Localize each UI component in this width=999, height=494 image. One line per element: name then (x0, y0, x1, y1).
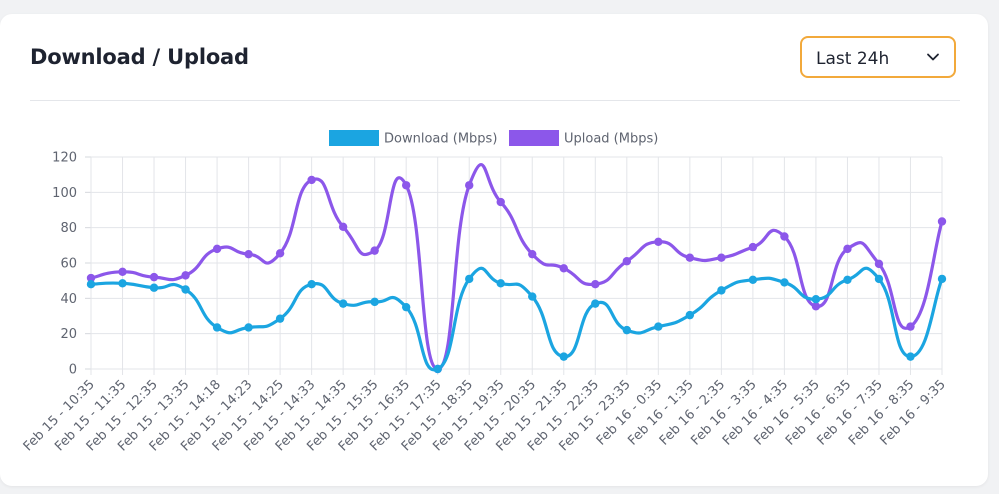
download-data-point (780, 278, 789, 287)
download-data-point (685, 310, 695, 320)
upload-data-point (86, 273, 96, 283)
download-data-point (937, 274, 947, 284)
download-data-point (843, 275, 852, 284)
download-upload-card (0, 14, 988, 486)
upload-data-point (338, 222, 348, 231)
upload-data-point (212, 244, 222, 254)
upload-data-point (874, 259, 884, 269)
upload-data-point (559, 264, 568, 273)
header-divider (30, 100, 960, 101)
upload-data-point (811, 302, 821, 311)
download-data-point (86, 280, 96, 289)
y-tick-label: 80 (60, 221, 77, 236)
download-data-point (559, 352, 568, 361)
upload-series-line (89, 163, 944, 371)
upload-data-point (244, 249, 253, 259)
upload-data-point (906, 322, 915, 331)
upload-data-point (685, 253, 695, 262)
download-data-point (465, 274, 474, 284)
upload-data-point (465, 181, 474, 190)
download-data-point (212, 323, 222, 332)
y-tick-label: 0 (69, 363, 77, 378)
time-range-value: Last 24h (816, 49, 890, 69)
legend-label-download: Download (Mbps) (384, 132, 497, 147)
time-range-select[interactable]: Last 24h (800, 36, 956, 78)
download-data-point (275, 314, 285, 323)
upload-data-point (118, 267, 127, 277)
download-data-point (811, 295, 821, 304)
y-tick-label: 100 (52, 186, 77, 201)
upload-data-point (717, 253, 726, 262)
upload-data-point (591, 280, 600, 289)
card-title: Download / Upload (30, 45, 249, 69)
upload-data-point (748, 242, 758, 252)
upload-data-point (496, 197, 505, 207)
download-data-point (654, 322, 663, 331)
download-data-point (748, 275, 758, 284)
download-data-point (149, 283, 159, 292)
download-data-point (528, 292, 537, 301)
download-data-point (906, 352, 915, 361)
upload-data-point (937, 217, 947, 226)
download-data-point (338, 299, 348, 308)
upload-data-point (843, 244, 852, 254)
chevron-down-icon (927, 53, 939, 61)
upload-data-point (181, 271, 190, 280)
legend-label-upload: Upload (Mbps) (564, 132, 658, 147)
download-data-point (591, 299, 600, 308)
download-data-point (370, 297, 379, 307)
upload-data-point (780, 232, 789, 241)
download-data-point (181, 285, 190, 294)
y-tick-label: 120 (52, 151, 77, 166)
download-data-point (307, 280, 316, 289)
upload-data-point (401, 181, 411, 190)
download-data-point (874, 274, 884, 284)
upload-data-point (654, 237, 663, 246)
download-data-point (717, 286, 726, 295)
legend-swatch-download (329, 130, 379, 146)
y-tick-label: 60 (60, 257, 77, 272)
download-data-point (496, 279, 505, 288)
y-tick-label: 20 (60, 327, 77, 342)
download-data-point (433, 364, 442, 374)
download-data-point (401, 302, 411, 312)
download-data-point (622, 325, 632, 335)
y-tick-label: 40 (60, 292, 77, 307)
legend-swatch-upload (509, 130, 559, 146)
upload-data-point (622, 257, 632, 266)
upload-data-point (370, 246, 379, 255)
download-data-point (244, 323, 253, 332)
download-data-point (118, 279, 127, 288)
upload-data-point (149, 272, 159, 282)
upload-data-point (528, 249, 537, 259)
upload-data-point (307, 175, 316, 185)
upload-data-point (275, 249, 285, 258)
download-series-line (89, 266, 944, 372)
